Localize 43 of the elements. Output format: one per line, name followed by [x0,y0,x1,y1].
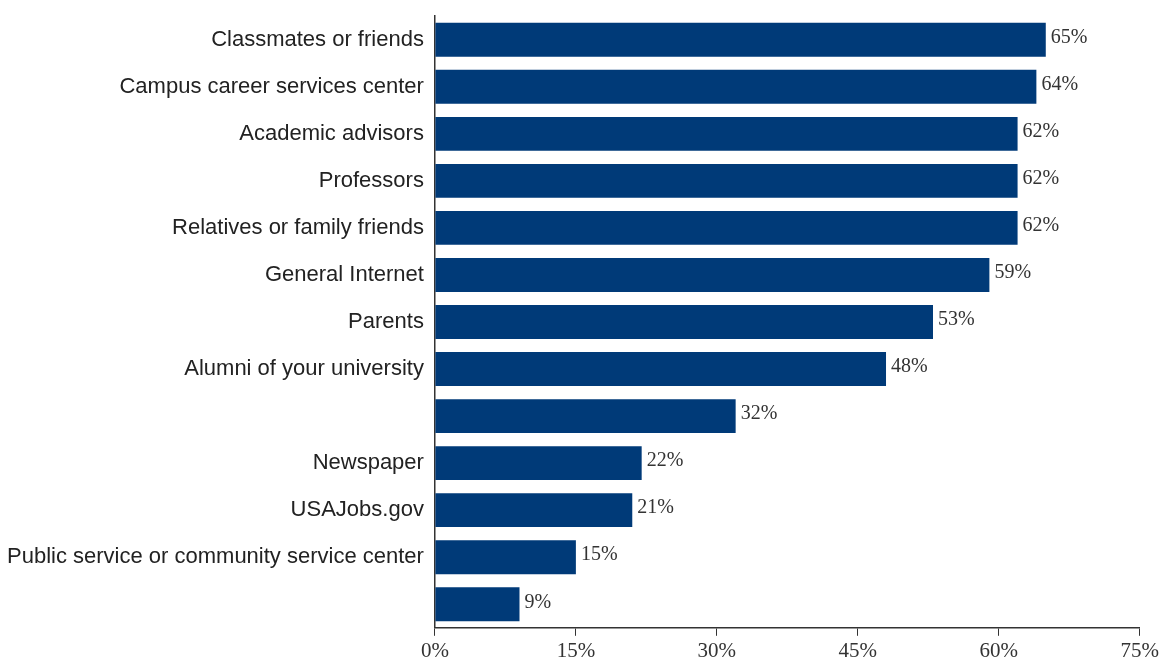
y-tick-label: Campus career services center [119,72,424,98]
bar [435,352,887,386]
data-label: 22% [646,448,684,471]
data-label: 48% [891,354,928,377]
data-label: 53% [938,307,975,330]
y-tick-label: Parents [348,308,424,334]
bar [435,493,633,528]
bar [435,210,1018,245]
y-tick-label: Academic advisors [239,119,424,145]
data-label: 65% [1050,24,1088,47]
bar [435,163,1018,198]
data-label: 9% [524,589,552,612]
y-tick-label: Alumni of your university [184,355,424,381]
x-tick-label: 75% [1120,637,1159,662]
data-label: 64% [1041,72,1079,95]
data-label: 15% [580,542,618,565]
bar [435,399,736,434]
data-label: 62% [1022,213,1060,236]
y-tick-label: Classmates or friends [211,25,424,51]
data-label: 59% [994,260,1032,283]
y-tick-label: Relatives or family friends [172,213,424,239]
data-label: 32% [740,401,778,424]
bar [435,587,520,622]
bar [435,258,990,292]
bar [435,540,576,575]
y-tick-label: Newspaper [312,449,424,475]
x-tick-label: 60% [979,637,1019,662]
bar [435,305,933,339]
data-label: 62% [1022,166,1060,189]
data-label: 21% [637,495,674,518]
y-tick-label: Public service or community service center [6,543,424,569]
bar [435,69,1037,104]
y-tick-label: USAJobs.gov [290,496,424,522]
y-tick-label: General Internet [264,261,424,287]
bar [435,116,1018,151]
bar [435,446,642,481]
y-tick-label: Professors [318,166,424,192]
bar [435,22,1046,57]
x-tick-label: 0% [420,637,449,662]
x-tick-label: 30% [697,637,737,662]
x-tick-label: 15% [556,637,596,662]
x-tick-label: 45% [838,637,878,662]
data-label: 62% [1022,119,1060,142]
